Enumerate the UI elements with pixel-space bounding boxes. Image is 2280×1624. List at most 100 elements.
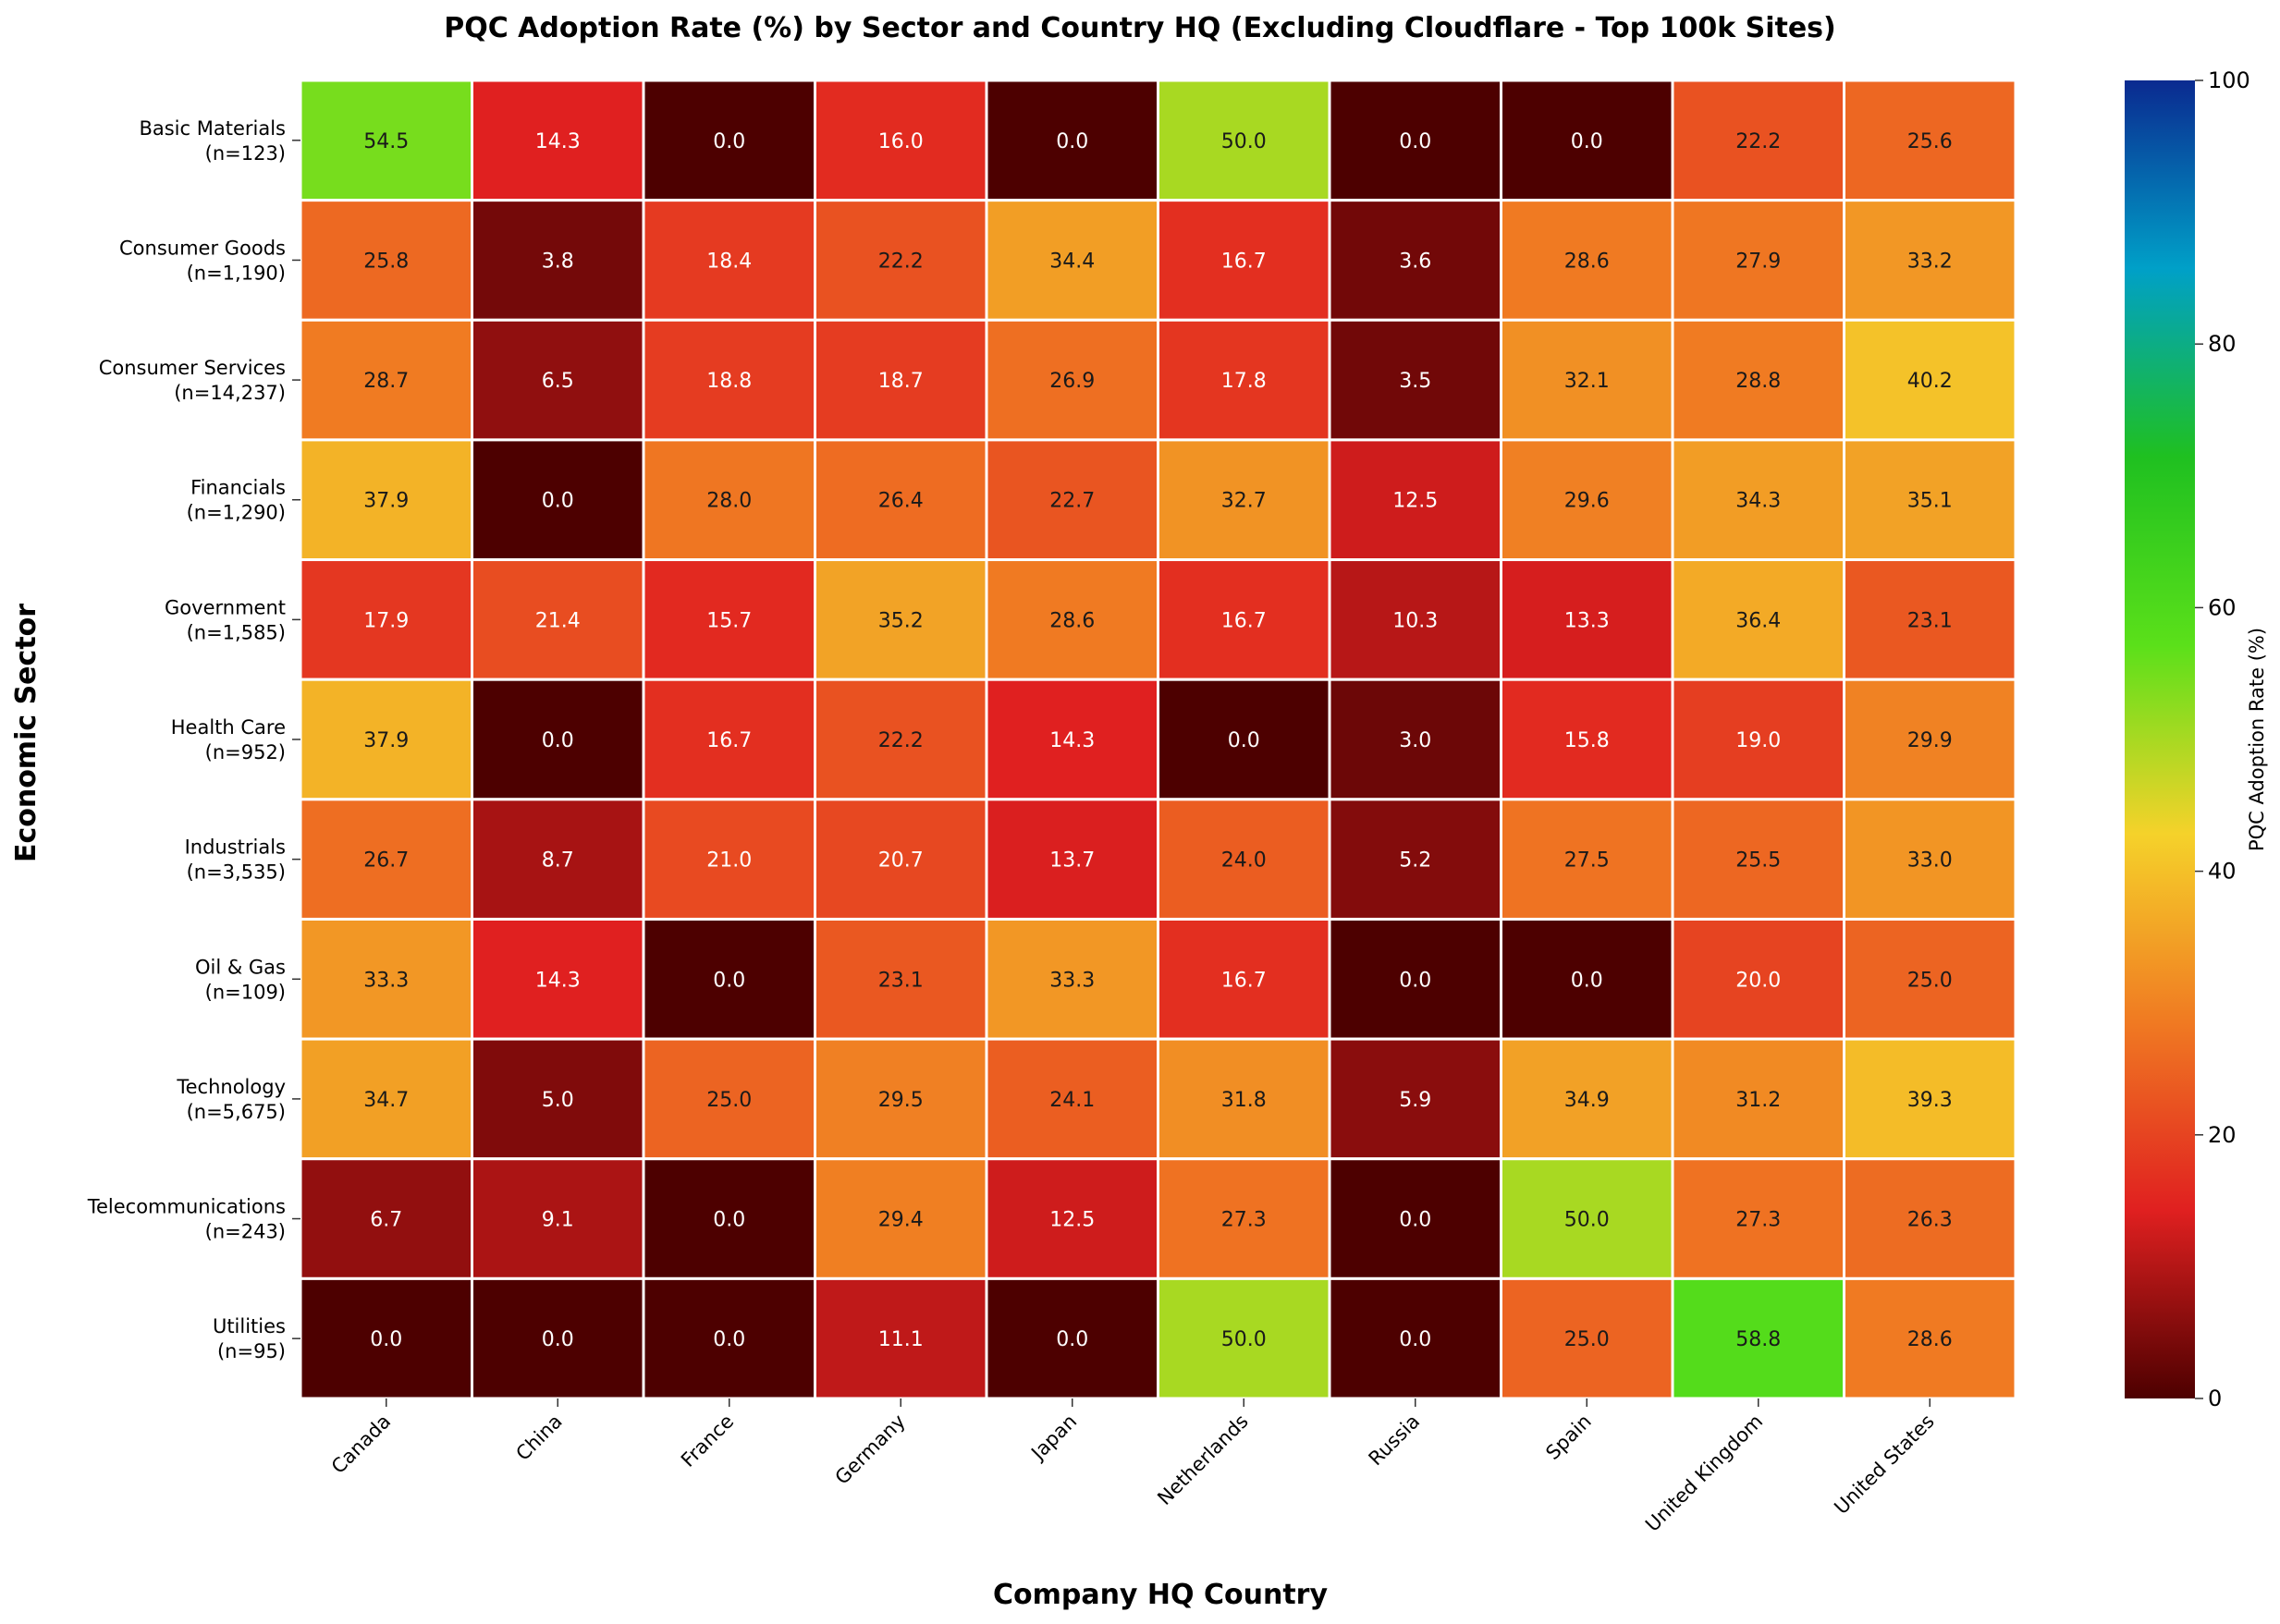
- heatmap-cell: [985, 1037, 1159, 1161]
- cell-value-label: 17.8: [1221, 370, 1267, 393]
- row-labels: Basic Materials(n=123) Consumer Goods (n=1…: [87, 117, 300, 1362]
- cell-value-label: 0.0: [1056, 1328, 1088, 1351]
- cell-value-label: 18.7: [878, 370, 924, 393]
- heatmap-cell: [299, 678, 473, 801]
- cell-value-label: 25.6: [1907, 130, 1953, 153]
- heatmap-cell: [1843, 798, 2017, 921]
- cell-value-label: 32.1: [1564, 370, 1610, 393]
- cell-value-label: 22.7: [1049, 490, 1095, 513]
- cell-value-label: 16.0: [878, 130, 924, 153]
- heatmap-cell: [1671, 798, 1845, 921]
- cell-value-label: 22.2: [878, 729, 924, 752]
- cell-value-label: 23.1: [878, 969, 924, 992]
- cell-value-label: 0.0: [1228, 729, 1260, 752]
- row-label-sector: Health Care: [171, 716, 286, 739]
- heatmap-cell: [1328, 1037, 1502, 1161]
- cell-value-label: 29.9: [1907, 729, 1953, 752]
- cell-value-label: 14.3: [535, 969, 581, 992]
- cell-value-label: 28.0: [706, 490, 752, 513]
- row-label-sector: Basic Materials: [139, 117, 286, 140]
- cell-value-label: 15.8: [1564, 729, 1610, 752]
- row-label-count: (n=1,290): [187, 502, 286, 524]
- heatmap-cell: [1500, 798, 1674, 921]
- heatmap-cell: [642, 79, 816, 202]
- row-label-count: (n=14,237): [174, 382, 286, 404]
- cell-value-label: 20.0: [1735, 969, 1781, 992]
- cell-value-label: 58.8: [1735, 1328, 1781, 1351]
- heatmap-cell: [1328, 917, 1502, 1041]
- cell-value-label: 25.0: [1907, 969, 1953, 992]
- cell-value-label: 27.3: [1735, 1209, 1781, 1232]
- row-label-count: (n=3,535): [187, 861, 286, 884]
- colorbar-tick-label: 60: [2208, 594, 2237, 620]
- heatmap-cell: [814, 798, 988, 921]
- cell-value-label: 32.7: [1221, 490, 1267, 513]
- colorbar-tick-label: 0: [2208, 1386, 2222, 1411]
- heatmap-cell: [1671, 678, 1845, 801]
- cell-value-label: 35.2: [878, 609, 924, 632]
- cell-value-label: 33.3: [363, 969, 409, 992]
- colorbar-label: PQC Adoption Rate (%): [2246, 628, 2268, 851]
- cell-value-label: 27.3: [1221, 1209, 1267, 1232]
- column-label: Russia: [1365, 1410, 1425, 1471]
- heatmap-cell: [1843, 318, 2017, 442]
- heatmap-cell: [471, 79, 645, 202]
- heatmap-grid: 54.5 14.3 0.0 16.0 0.0 50.0 0.0 0.0 22.2 25.6 25.8…: [299, 79, 2017, 1400]
- cell-value-label: 34.9: [1564, 1089, 1610, 1112]
- heatmap-cell: [1500, 1157, 1674, 1280]
- heatmap-cell: [985, 917, 1159, 1041]
- heatmap-cell: [1328, 1276, 1502, 1400]
- heatmap-cell: [1843, 438, 2017, 562]
- row-label-count: (n=243): [205, 1221, 286, 1243]
- cell-value-label: 5.9: [1399, 1089, 1431, 1112]
- row-label-sector: Government: [165, 596, 286, 618]
- heatmap-cell: [1500, 558, 1674, 681]
- heatmap-cell: [1843, 1276, 2017, 1400]
- heatmap-cell: [642, 1276, 816, 1400]
- heatmap-cell: [642, 917, 816, 1041]
- cell-value-label: 14.3: [1049, 729, 1095, 752]
- cell-value-label: 26.3: [1907, 1209, 1953, 1232]
- heatmap-cell: [1157, 1157, 1331, 1280]
- row-label-count: (n=123): [205, 142, 286, 165]
- column-label: Spain: [1541, 1410, 1595, 1464]
- row-label-sector: Consumer Services: [99, 357, 286, 379]
- heatmap-cell: [1157, 678, 1331, 801]
- heatmap-cell: [1843, 917, 2017, 1041]
- heatmap-cell: [471, 199, 645, 322]
- heatmap-cell: [642, 678, 816, 801]
- heatmap-cell: [1500, 318, 1674, 442]
- cell-value-label: 33.0: [1907, 849, 1953, 873]
- heatmap-cell: [985, 678, 1159, 801]
- cell-value-label: 34.4: [1049, 250, 1095, 273]
- heatmap-cell: [1328, 1157, 1502, 1280]
- cell-value-label: 33.2: [1907, 250, 1953, 273]
- heatmap-cell: [471, 1276, 645, 1400]
- cell-value-label: 50.0: [1221, 1328, 1267, 1351]
- row-label-sector: Telecommunications: [87, 1196, 286, 1218]
- cell-value-label: 23.1: [1907, 609, 1953, 632]
- heatmap-cell: [1157, 438, 1331, 562]
- cell-value-label: 40.2: [1907, 370, 1953, 393]
- cell-value-label: 12.5: [1392, 490, 1438, 513]
- row-label-sector: Consumer Goods: [119, 237, 286, 259]
- cell-value-label: 24.0: [1221, 849, 1267, 873]
- cell-value-label: 0.0: [1399, 969, 1431, 992]
- cell-value-label: 5.2: [1399, 849, 1431, 873]
- column-label: Germany: [831, 1410, 910, 1489]
- heatmap-cell: [1328, 318, 1502, 442]
- cell-value-label: 29.4: [878, 1209, 924, 1232]
- column-label: United Kingdom: [1641, 1410, 1767, 1536]
- chart-title: PQC Adoption Rate (%) by Sector and Coun…: [444, 12, 1836, 44]
- heatmap-cell: [471, 558, 645, 681]
- column-label: France: [677, 1410, 738, 1471]
- heatmap-cell: [1500, 917, 1674, 1041]
- heatmap-cell: [1500, 1037, 1674, 1161]
- heatmap-cell: [985, 1276, 1159, 1400]
- row-label-count: (n=5,675): [187, 1101, 286, 1123]
- heatmap-cell: [642, 558, 816, 681]
- colorbar: 0 20 40 60 80 100 PQC Adoption Rate (%): [2125, 67, 2268, 1411]
- heatmap-cell: [1157, 199, 1331, 322]
- cell-value-label: 29.6: [1564, 490, 1610, 513]
- cell-value-label: 28.7: [363, 370, 409, 393]
